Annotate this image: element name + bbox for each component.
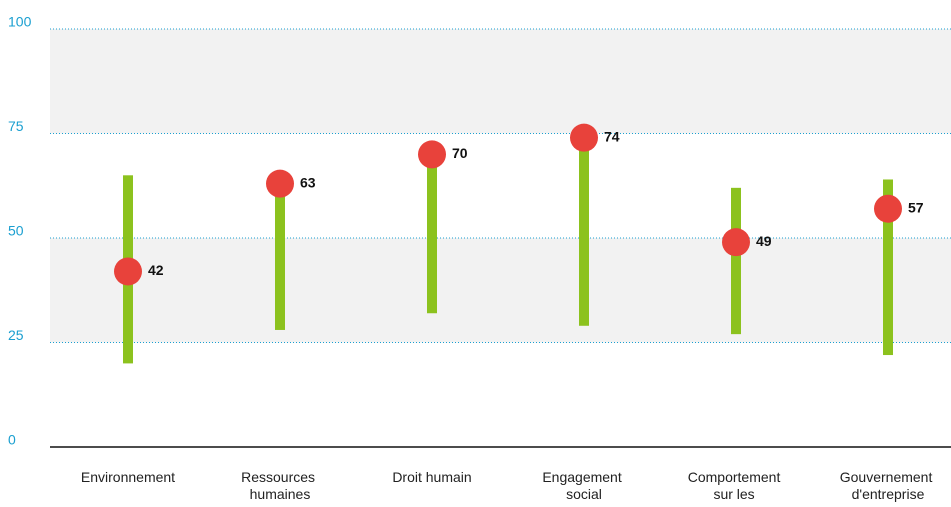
y-tick-label: 100 bbox=[8, 14, 32, 30]
range-bar bbox=[579, 137, 589, 326]
value-label: 74 bbox=[604, 128, 620, 144]
value-label: 63 bbox=[300, 174, 316, 190]
score-dot bbox=[266, 169, 294, 198]
score-dot bbox=[570, 123, 598, 152]
y-tick-label: 50 bbox=[8, 223, 24, 239]
score-dot bbox=[874, 194, 902, 223]
band bbox=[50, 238, 951, 343]
x-tick-label: Comportement sur les marchés bbox=[688, 469, 784, 502]
range-bar bbox=[731, 187, 741, 335]
range-bar bbox=[275, 183, 285, 330]
range-bar bbox=[427, 154, 437, 314]
band bbox=[50, 29, 951, 134]
score-dot bbox=[722, 228, 750, 257]
x-tick-label: Engagement social bbox=[542, 469, 625, 502]
value-label: 57 bbox=[908, 199, 924, 215]
range-bar bbox=[883, 179, 893, 356]
value-label: 42 bbox=[148, 262, 164, 278]
x-tick-label: Droit humain bbox=[392, 469, 471, 485]
y-tick-label: 75 bbox=[8, 118, 24, 134]
value-label: 70 bbox=[452, 145, 468, 161]
score-dot bbox=[114, 257, 142, 286]
x-tick-label: Gouvernement d'entreprise bbox=[840, 469, 937, 502]
y-tick-label: 0 bbox=[8, 432, 16, 448]
x-tick-label: Environnement bbox=[81, 469, 175, 485]
x-tick-label: Ressources humaines bbox=[241, 469, 319, 502]
y-tick-label: 25 bbox=[8, 327, 24, 343]
value-label: 49 bbox=[756, 233, 772, 249]
score-dot bbox=[418, 140, 446, 169]
